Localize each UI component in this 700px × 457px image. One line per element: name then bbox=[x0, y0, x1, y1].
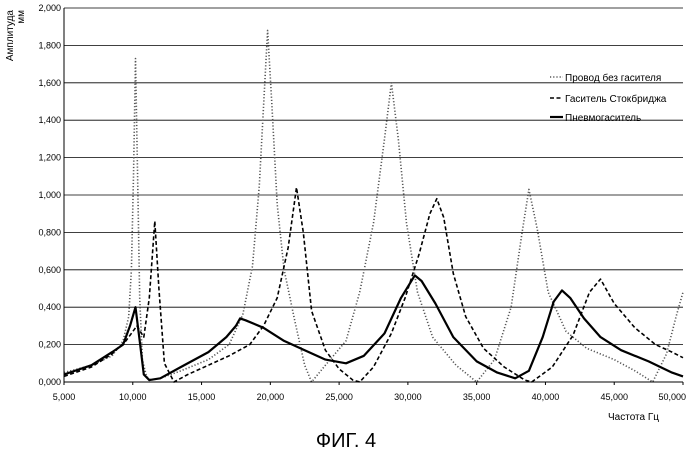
y-tick-label: 1,400 bbox=[38, 115, 61, 125]
legend-label-3: Пневмогаситель bbox=[565, 113, 641, 124]
y-tick-label: 0,800 bbox=[38, 227, 61, 237]
y-axis-label-line-2: мм bbox=[16, 10, 27, 24]
x-tick-label: 10,000 bbox=[119, 392, 147, 402]
chart-tick-labels: 0,000 0,200 0,400 0,600 0,800 1,000 1,200 1,400… bbox=[38, 3, 686, 402]
y-tick-label: 1,200 bbox=[38, 153, 61, 163]
chart-legend: Провод без гасителя Гаситель Стокбриджа Пн… bbox=[550, 72, 667, 124]
x-tick-label: 30,000 bbox=[394, 392, 422, 402]
y-tick-label: 1,600 bbox=[38, 78, 61, 88]
x-tick-label: 5,000 bbox=[53, 392, 76, 402]
x-axis-label: Частота Гц bbox=[608, 412, 659, 423]
legend-label-2: Гаситель Стокбриджа bbox=[565, 93, 667, 105]
y-tick-label: 0,400 bbox=[38, 302, 61, 312]
x-tick-label: 40,000 bbox=[532, 392, 560, 402]
x-tick-label: 15,000 bbox=[188, 392, 216, 402]
y-tick-label: 0,000 bbox=[38, 377, 61, 387]
x-tick-label: 45,000 bbox=[600, 392, 628, 402]
y-tick-label: 2,000 bbox=[38, 3, 61, 13]
x-tick-label: 35,000 bbox=[463, 392, 491, 402]
chart-gridlines bbox=[64, 8, 683, 345]
figure-caption: ФИГ. 4 bbox=[316, 430, 376, 452]
y-tick-label: 1,000 bbox=[38, 190, 61, 200]
x-tick-label: 20,000 bbox=[257, 392, 285, 402]
y-tick-label: 1,800 bbox=[38, 40, 61, 50]
legend-label-1: Провод без гасителя bbox=[565, 72, 661, 84]
y-tick-label: 0,200 bbox=[38, 340, 61, 350]
series-line-2 bbox=[64, 188, 683, 383]
y-axis-label-line-1: Амплитуда bbox=[5, 10, 16, 62]
x-tick-label: 25,000 bbox=[325, 392, 353, 402]
x-tick-label: 50,000 bbox=[658, 392, 686, 402]
y-tick-label: 0,600 bbox=[38, 265, 61, 275]
